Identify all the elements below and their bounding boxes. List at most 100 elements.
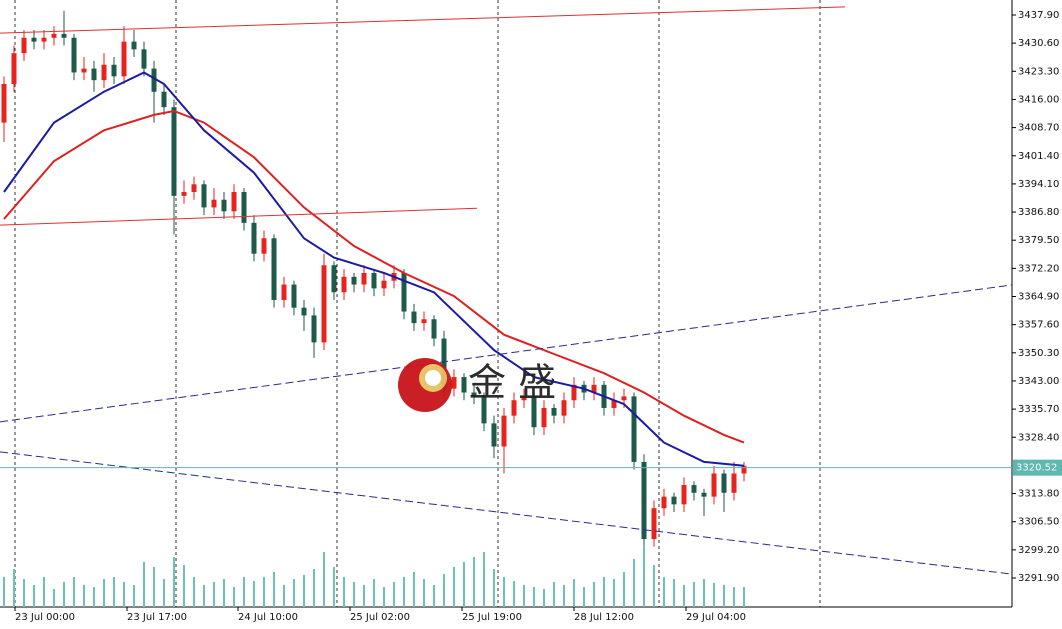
candle-body xyxy=(231,191,237,212)
candle-body xyxy=(241,191,247,223)
y-tick-label: 3335.70 xyxy=(1018,404,1059,415)
candle-body xyxy=(711,473,717,497)
candle-body xyxy=(381,280,387,289)
trend-line xyxy=(0,6,846,34)
candle-body xyxy=(561,400,567,416)
current-price-label: 3320.52 xyxy=(1016,463,1057,474)
candle-body xyxy=(181,191,187,196)
trend-line xyxy=(0,284,1013,423)
candle-body xyxy=(631,396,637,462)
candle-body xyxy=(411,311,417,324)
candle-body xyxy=(11,53,17,85)
candle-body xyxy=(151,68,157,92)
candle-body xyxy=(681,485,687,505)
candle-body xyxy=(301,307,307,316)
x-tick-label: 23 Jul 17:00 xyxy=(127,612,187,623)
candle-body xyxy=(261,238,267,254)
y-tick-label: 3291.90 xyxy=(1018,573,1059,584)
candle-body xyxy=(281,284,287,300)
candle-body xyxy=(371,272,377,289)
candle-body xyxy=(101,64,107,81)
candle-body xyxy=(611,400,617,408)
candle-body xyxy=(401,272,407,312)
candle-body xyxy=(81,68,87,73)
candle-body xyxy=(71,37,77,73)
current-price-box xyxy=(1013,459,1062,476)
candle-body xyxy=(651,508,657,540)
watermark-text: 金 盛 xyxy=(468,361,556,405)
y-tick-label: 3423.30 xyxy=(1018,66,1059,77)
candle-body xyxy=(621,396,627,401)
candle-body xyxy=(591,384,597,393)
candle-body xyxy=(661,496,667,509)
x-tick-label: 25 Jul 19:00 xyxy=(462,612,522,623)
candle-body xyxy=(691,485,697,493)
candle-body xyxy=(251,222,257,254)
candle-body xyxy=(481,396,487,424)
candle-body xyxy=(491,423,497,447)
candle-body xyxy=(221,199,227,212)
moving-average xyxy=(3,109,745,444)
candle-body xyxy=(1,84,7,123)
y-tick-label: 3401.40 xyxy=(1018,151,1059,162)
candle-body xyxy=(741,465,747,474)
watermark: 金 盛 xyxy=(398,358,556,412)
candle-body xyxy=(91,68,97,81)
y-tick-label: 3343.00 xyxy=(1018,376,1059,387)
candle-body xyxy=(171,107,177,196)
candle-body xyxy=(121,41,127,77)
candle-body xyxy=(461,377,467,393)
y-tick-label: 3357.60 xyxy=(1018,320,1059,331)
candle-body xyxy=(201,184,207,208)
candle-body xyxy=(721,473,727,493)
candle-body xyxy=(451,377,457,389)
candle-body xyxy=(421,319,427,324)
x-tick-label: 25 Jul 02:00 xyxy=(350,612,410,623)
y-tick-label: 3437.90 xyxy=(1018,10,1059,21)
y-tick-label: 3306.50 xyxy=(1018,517,1059,528)
y-tick-label: 3416.00 xyxy=(1018,94,1059,105)
candle-body xyxy=(551,407,557,416)
candle-body xyxy=(671,496,677,505)
candle-body xyxy=(291,284,297,308)
candle-body xyxy=(271,238,277,300)
y-tick-label: 3372.20 xyxy=(1018,263,1059,274)
candle-body xyxy=(51,33,57,38)
x-tick-label: 28 Jul 12:00 xyxy=(574,612,634,623)
x-tick-label: 23 Jul 00:00 xyxy=(15,612,75,623)
period-separators xyxy=(14,0,821,607)
candle-body xyxy=(701,492,707,497)
y-tick-label: 3328.40 xyxy=(1018,432,1059,443)
y-tick-label: 3394.10 xyxy=(1018,179,1059,190)
candle-body xyxy=(511,400,517,416)
candle-body xyxy=(471,392,477,397)
candle-body xyxy=(61,33,67,38)
y-tick-label: 3430.60 xyxy=(1018,38,1059,49)
y-tick-label: 3364.90 xyxy=(1018,292,1059,303)
candle-body xyxy=(41,37,47,42)
candle-body xyxy=(31,37,37,42)
candle-body xyxy=(531,396,537,428)
candle-body xyxy=(641,461,647,540)
x-tick-label: 29 Jul 04:00 xyxy=(686,612,746,623)
y-tick-label: 3299.20 xyxy=(1018,545,1059,556)
y-tick-label: 3350.30 xyxy=(1018,348,1059,359)
logo-core xyxy=(425,370,441,386)
trend-line xyxy=(0,207,478,226)
candle-body xyxy=(731,473,737,493)
candle-body xyxy=(341,276,347,293)
candle-body xyxy=(331,265,337,293)
candle-body xyxy=(211,199,217,208)
y-tick-label: 3313.80 xyxy=(1018,489,1059,500)
x-tick-label: 24 Jul 10:00 xyxy=(238,612,298,623)
candle-body xyxy=(431,319,437,339)
candle-body xyxy=(111,64,117,77)
candle-body xyxy=(161,91,167,108)
y-tick-label: 3379.50 xyxy=(1018,235,1059,246)
trend-line xyxy=(0,451,1013,575)
candle-body xyxy=(351,276,357,285)
candle-body xyxy=(571,384,577,401)
